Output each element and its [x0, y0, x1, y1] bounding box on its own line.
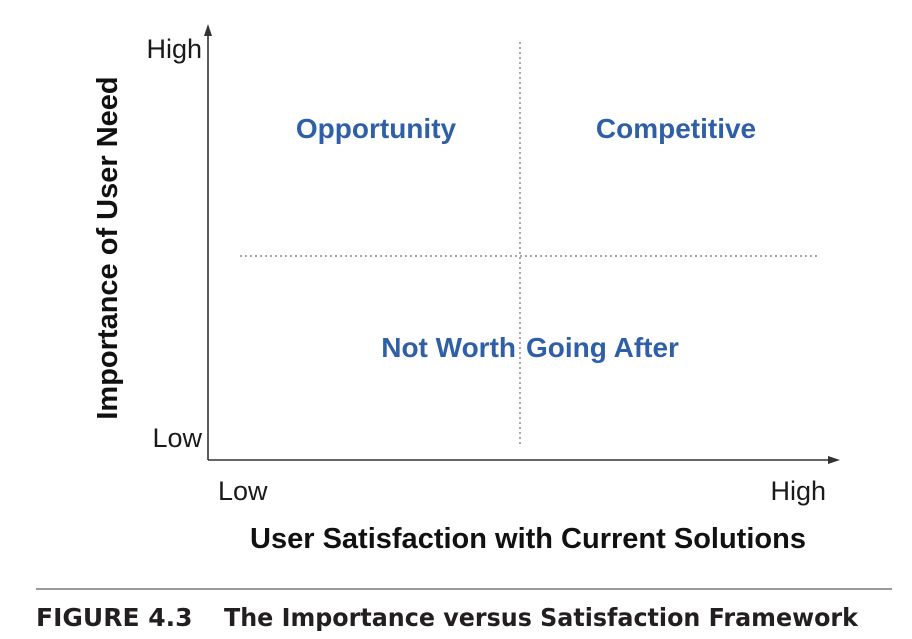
y-high-label: High: [146, 34, 202, 64]
x-axis-title: User Satisfaction with Current Solutions: [250, 523, 806, 555]
y-low-label: Low: [152, 423, 202, 453]
quadrant-going-after-label: Going After: [526, 332, 679, 363]
quadrant-not-worth-label: Not Worth: [381, 332, 516, 363]
quadrant-opportunity-label: Opportunity: [296, 113, 457, 144]
x-low-label: Low: [218, 476, 268, 506]
x-high-label: High: [770, 476, 826, 506]
figure-title: The Importance versus Satisfaction Frame…: [224, 603, 859, 632]
y-axis-arrowhead: [204, 24, 212, 36]
figure-number: FIGURE 4.3: [36, 603, 193, 632]
quadrant-competitive-label: Competitive: [596, 113, 756, 144]
x-axis-arrowhead: [828, 456, 840, 464]
y-axis-title: Importance of User Need: [92, 76, 124, 419]
